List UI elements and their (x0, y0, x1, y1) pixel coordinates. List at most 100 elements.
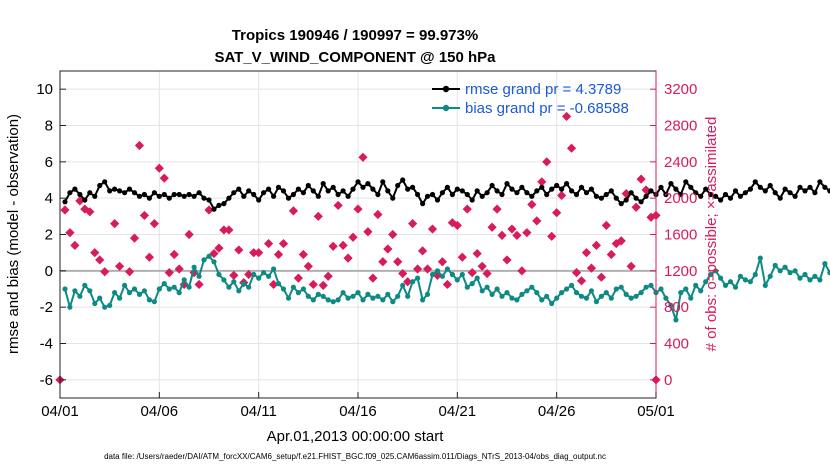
rmse-point (722, 191, 729, 198)
bias-point (459, 271, 465, 278)
obs-point (537, 177, 547, 187)
bias-point (365, 291, 371, 297)
bias-point (156, 286, 162, 292)
bias-point (737, 273, 744, 279)
bias-point (305, 293, 311, 299)
left-tick-label: -2 (40, 299, 53, 316)
bias-point (569, 282, 575, 288)
obs-point (447, 218, 457, 228)
bias-point (420, 297, 426, 303)
rmse-point (226, 195, 232, 201)
obs-point (646, 212, 656, 222)
bias-point (464, 284, 470, 290)
bias-point (479, 288, 485, 294)
obs-point (348, 232, 358, 242)
bias-point (216, 271, 222, 278)
rmse-point (221, 201, 227, 207)
right-tick-label: 2800 (664, 118, 697, 135)
obs-point (631, 202, 641, 212)
bias-point (136, 291, 143, 297)
rmse-point (251, 191, 257, 198)
obs-point (408, 219, 418, 229)
bias-point (683, 286, 689, 292)
bias-point (752, 271, 758, 278)
obs-point (278, 238, 289, 249)
bias-point (67, 304, 73, 310)
bias-point (275, 281, 282, 287)
rmse-point (757, 184, 763, 190)
obs-point (512, 230, 522, 241)
rmse-point (206, 197, 212, 203)
obs-point (562, 111, 572, 122)
rmse-point (782, 186, 788, 192)
obs-point (517, 266, 527, 276)
x-axis-label: Apr.01,2013 00:00:00 start (267, 428, 445, 445)
bias-point (722, 282, 729, 288)
bias-point (554, 295, 560, 301)
rmse-point (271, 193, 277, 199)
bias-point (221, 277, 227, 283)
obs-point (393, 257, 403, 267)
rmse-point (588, 186, 595, 192)
bias-point (797, 275, 803, 281)
obs-point (353, 204, 363, 214)
rmse-point (494, 188, 500, 194)
obs-point (363, 227, 373, 237)
bias-point (166, 286, 172, 292)
rmse-point (390, 195, 396, 201)
rmse-point (564, 181, 570, 187)
obs-point (576, 276, 587, 286)
rmse-point (330, 184, 336, 190)
rmse-point (434, 197, 441, 203)
bias-point (713, 268, 719, 274)
obs-point (204, 205, 214, 215)
rmse-point (365, 181, 371, 187)
bias-point (176, 290, 182, 296)
rmse-point (415, 191, 421, 198)
rmse-point (529, 193, 535, 199)
rmse-point (151, 190, 157, 196)
obs-point (333, 200, 343, 211)
obs-point (422, 264, 433, 274)
rmse-point (315, 193, 321, 199)
obs-point (427, 224, 438, 234)
rmse-point (449, 191, 455, 198)
rmse-point (375, 191, 381, 198)
rmse-point (181, 193, 187, 199)
bias-point (410, 279, 416, 285)
rmse-point (146, 195, 152, 201)
rmse-point (569, 188, 575, 194)
obs-point (383, 244, 393, 254)
bias-point (673, 317, 679, 323)
bias-point (638, 290, 644, 296)
obs-point (298, 249, 308, 260)
obs-point (482, 268, 492, 279)
bias-point (668, 302, 674, 308)
rmse-point (628, 190, 634, 196)
rmse-point (295, 186, 301, 192)
rmse-point (176, 191, 182, 198)
bias-point (146, 297, 152, 303)
obs-point (467, 268, 477, 278)
rmse-point (613, 195, 619, 201)
x-tick-label: 04/16 (339, 403, 377, 420)
bias-point (772, 262, 778, 268)
bias-point (474, 275, 480, 281)
rmse-point (499, 191, 505, 198)
obs-point (497, 230, 507, 241)
obs-point (60, 205, 70, 215)
rmse-point (762, 188, 768, 194)
bias-point (181, 277, 187, 283)
rmse-point (827, 188, 830, 194)
left-tick-label: 4 (45, 190, 53, 207)
x-tick-label: 05/01 (637, 403, 675, 420)
obs-point (343, 253, 353, 263)
bias-point (390, 299, 396, 305)
bias-point (226, 284, 232, 290)
bias-point (449, 271, 455, 278)
rmse-point (633, 195, 639, 201)
obs-point (522, 228, 532, 238)
bias-point (727, 279, 734, 285)
rmse-point (484, 190, 490, 196)
obs-point (85, 207, 95, 217)
